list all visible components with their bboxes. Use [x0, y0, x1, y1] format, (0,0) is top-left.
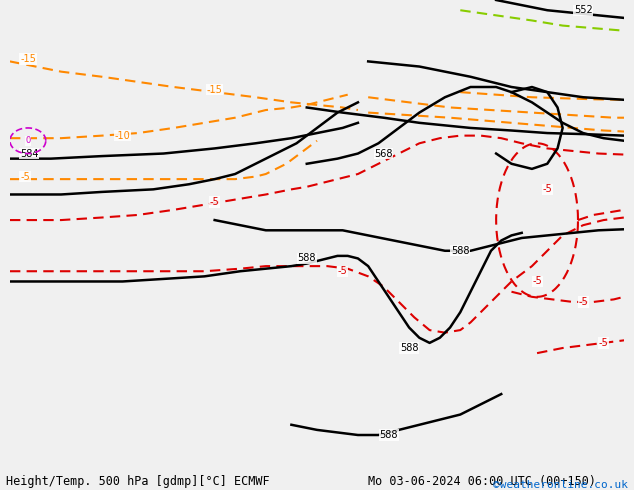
Text: ©weatheronline.co.uk: ©weatheronline.co.uk: [493, 480, 628, 490]
Text: 588: 588: [297, 253, 316, 264]
Text: -5: -5: [532, 276, 542, 287]
Text: 0: 0: [25, 136, 30, 145]
Text: -5: -5: [598, 338, 609, 348]
Text: -5: -5: [578, 297, 588, 307]
Text: -5: -5: [20, 172, 30, 182]
Text: Mo 03-06-2024 06:00 UTC (00+150): Mo 03-06-2024 06:00 UTC (00+150): [368, 474, 596, 488]
Text: -5: -5: [543, 184, 552, 195]
Text: 568: 568: [374, 148, 393, 159]
Text: 588: 588: [451, 246, 470, 256]
Text: 588: 588: [379, 430, 398, 440]
Text: 552: 552: [574, 5, 593, 15]
Text: 584: 584: [20, 148, 39, 159]
Text: -15: -15: [207, 85, 223, 95]
Text: -5: -5: [338, 266, 347, 276]
Text: -10: -10: [115, 131, 131, 141]
Text: -5: -5: [210, 197, 219, 207]
Text: -15: -15: [20, 54, 36, 64]
Text: Height/Temp. 500 hPa [gdmp][°C] ECMWF: Height/Temp. 500 hPa [gdmp][°C] ECMWF: [6, 474, 270, 488]
Text: 588: 588: [400, 343, 418, 353]
